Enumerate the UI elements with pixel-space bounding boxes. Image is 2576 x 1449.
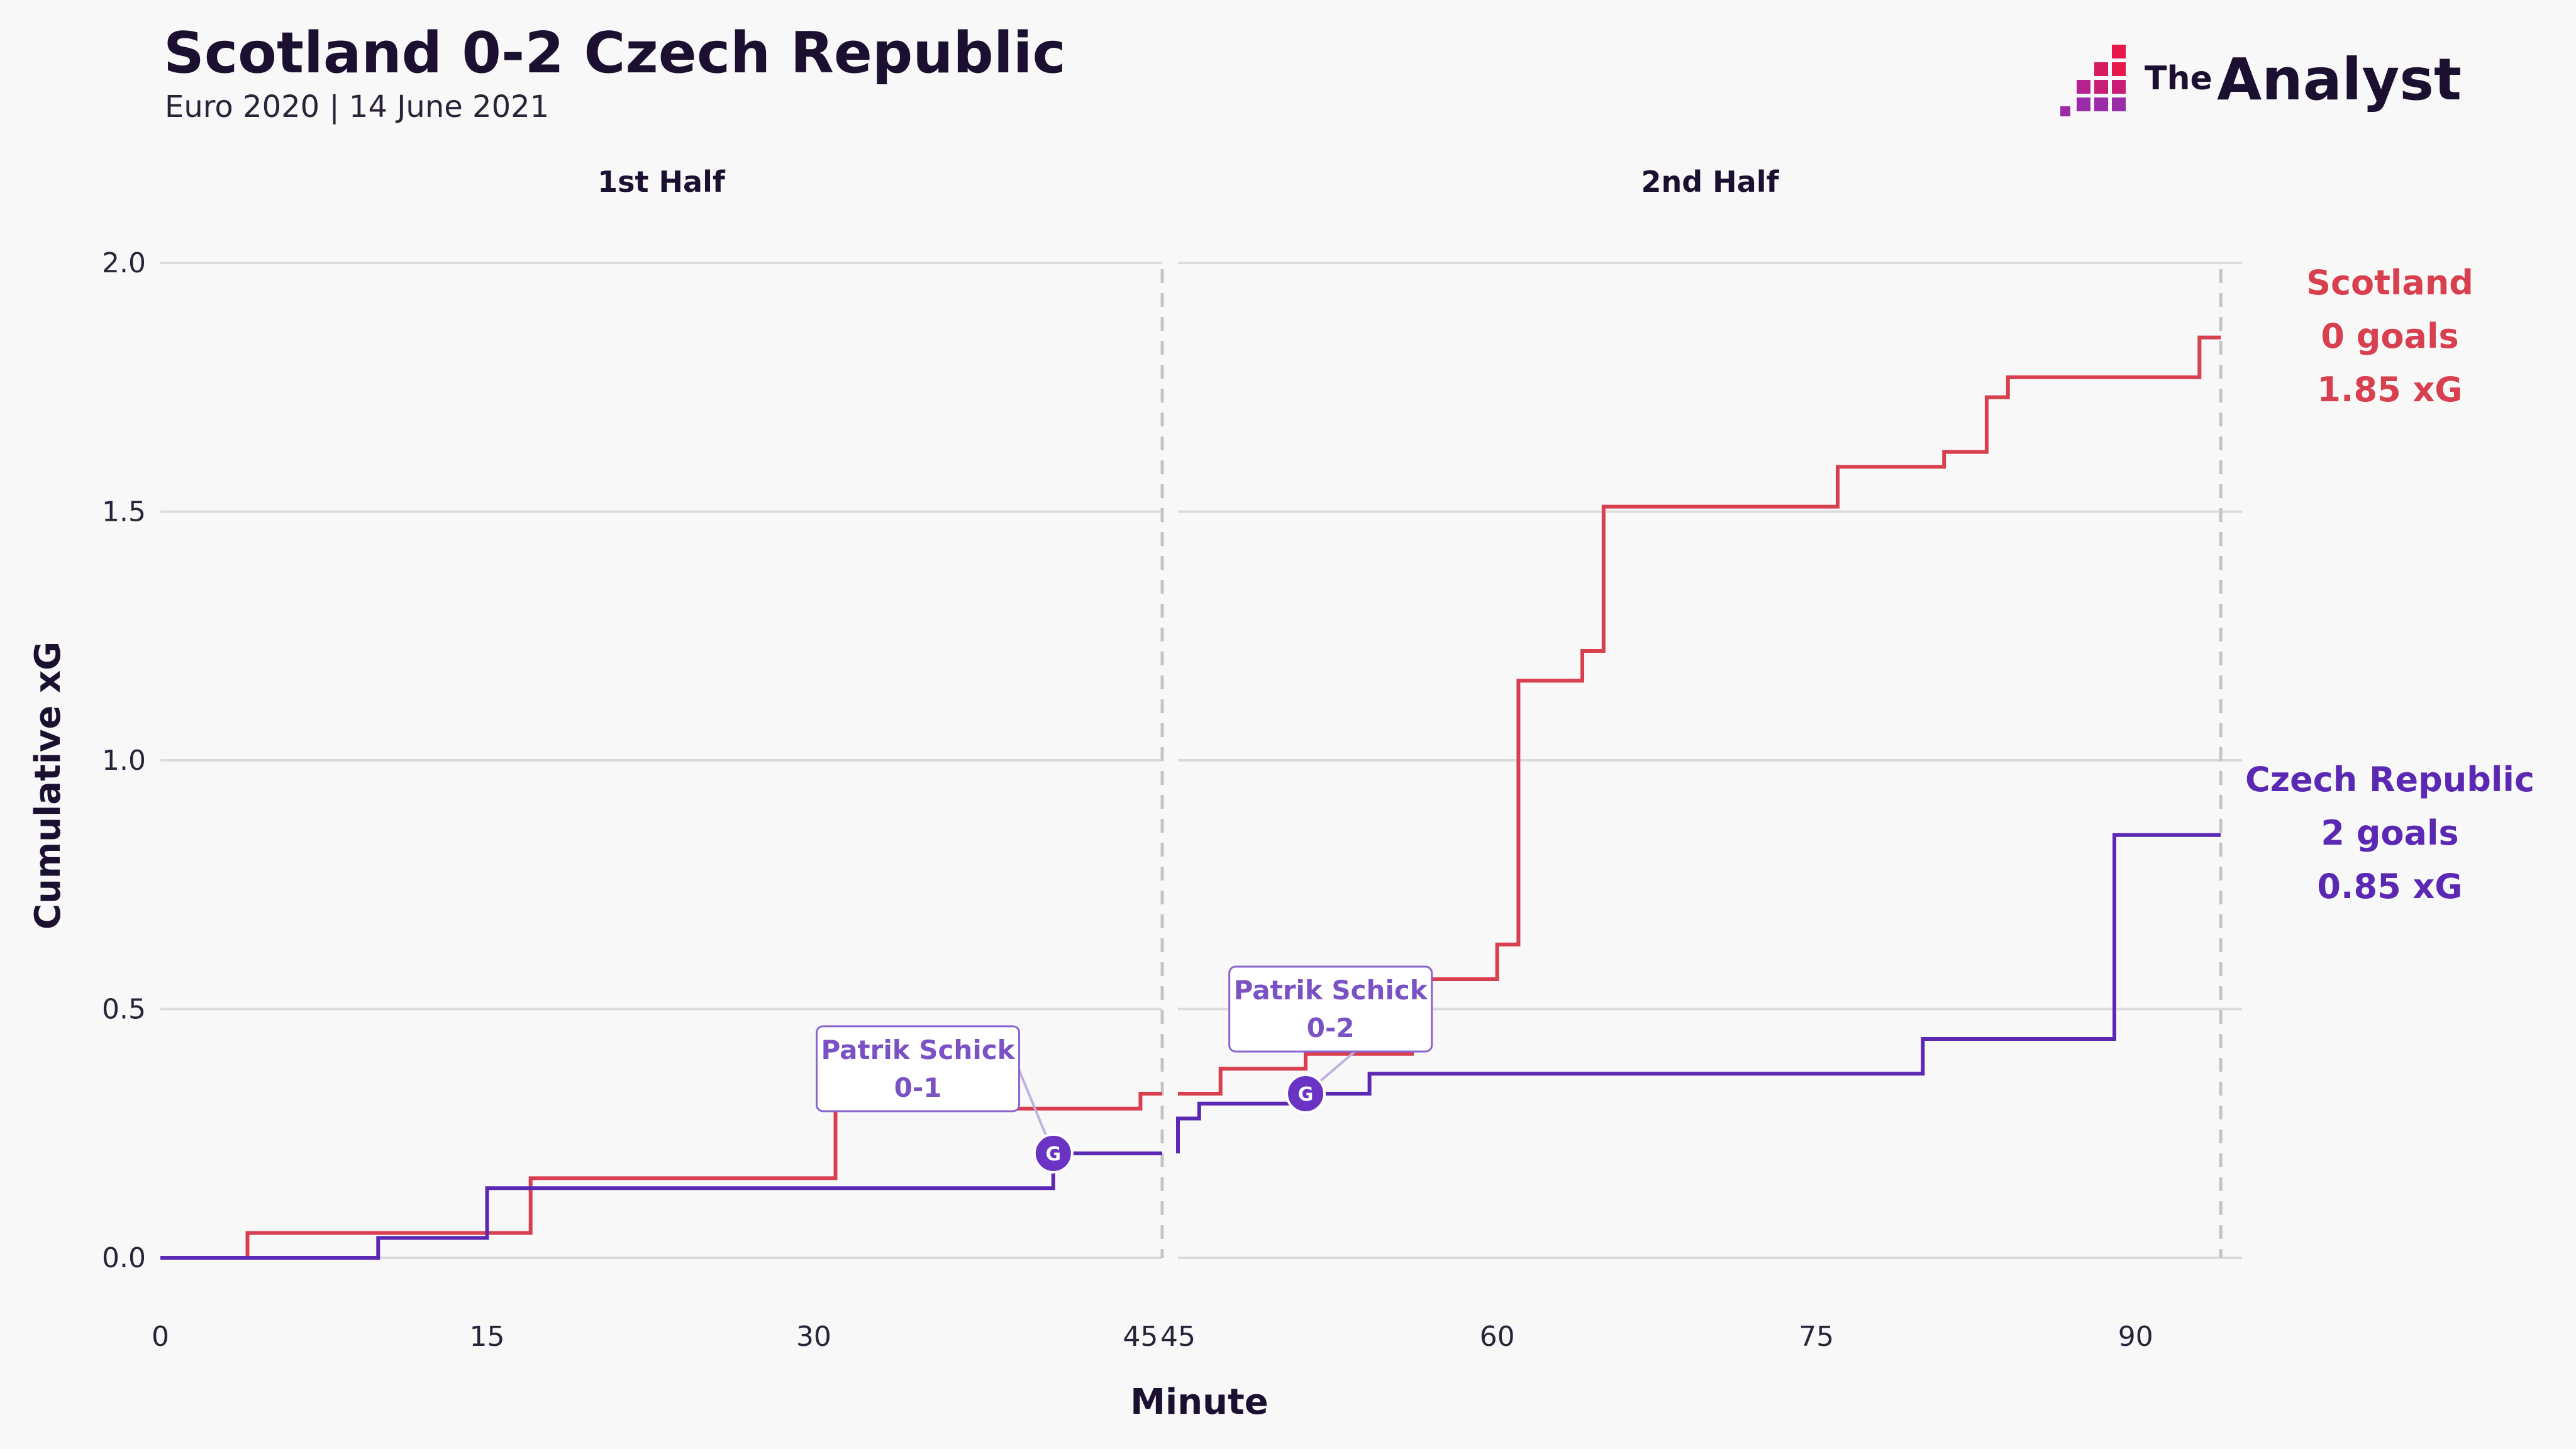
x-tick-label: 0	[152, 1321, 169, 1353]
y-tick-label: 0.5	[102, 994, 146, 1026]
series-line-scotland	[1178, 335, 2221, 1096]
annotation-player: Patrik Schick	[1234, 975, 1428, 1006]
pixel-staircase-icon	[2060, 45, 2126, 116]
y-tick-label: 0.0	[102, 1242, 146, 1274]
series-line-scotland	[160, 1092, 1162, 1260]
x-tick-label: 75	[1799, 1321, 1834, 1353]
team-goals-czech: 2 goals	[2321, 813, 2458, 853]
annotation-box	[816, 1025, 1021, 1113]
x-tick-label: 45	[1160, 1321, 1196, 1353]
goal-marker	[1285, 1073, 1326, 1114]
y-tick-label: 1.5	[102, 496, 146, 528]
brand-name-small: The	[2145, 60, 2212, 97]
brand-name-big: Analyst	[2217, 46, 2462, 113]
x-tick-label: 45	[1123, 1321, 1158, 1353]
y-axis-title: Cumulative xG	[28, 641, 69, 930]
team-name-scotland: Scotland	[2306, 263, 2473, 303]
team-name-czech: Czech Republic	[2245, 760, 2534, 799]
series-line-czech	[160, 1151, 1162, 1260]
team-xg-scotland: 1.85 xG	[2317, 370, 2462, 409]
goal-marker-label: G	[1298, 1084, 1314, 1106]
chart-subtitle: Euro 2020 | 14 June 2021	[165, 89, 550, 125]
chart-title: Scotland 0-2 Czech Republic	[164, 20, 1066, 86]
x-tick-label: 30	[796, 1321, 831, 1353]
goal-marker	[1033, 1133, 1074, 1174]
brand-logo: The Analyst	[2057, 41, 2465, 123]
x-tick-label: 15	[469, 1321, 504, 1353]
y-tick-label: 2.0	[102, 247, 146, 279]
team-xg-czech: 0.85 xG	[2317, 867, 2462, 906]
panel-title: 1st Half	[597, 165, 726, 199]
annotation-score: 0-1	[894, 1072, 942, 1103]
annotation-player: Patrik Schick	[821, 1035, 1016, 1065]
team-goals-scotland: 0 goals	[2321, 316, 2458, 356]
y-tick-label: 1.0	[102, 745, 146, 777]
annotation-box	[1228, 965, 1433, 1053]
x-tick-label: 60	[1480, 1321, 1515, 1353]
x-tick-label: 90	[2118, 1321, 2153, 1353]
goal-marker-label: G	[1046, 1143, 1062, 1165]
series-line-czech	[1176, 833, 2221, 1153]
x-axis-title: Minute	[1130, 1382, 1268, 1423]
annotation-score: 0-2	[1307, 1013, 1355, 1043]
panel-title: 2nd Half	[1641, 165, 1779, 199]
